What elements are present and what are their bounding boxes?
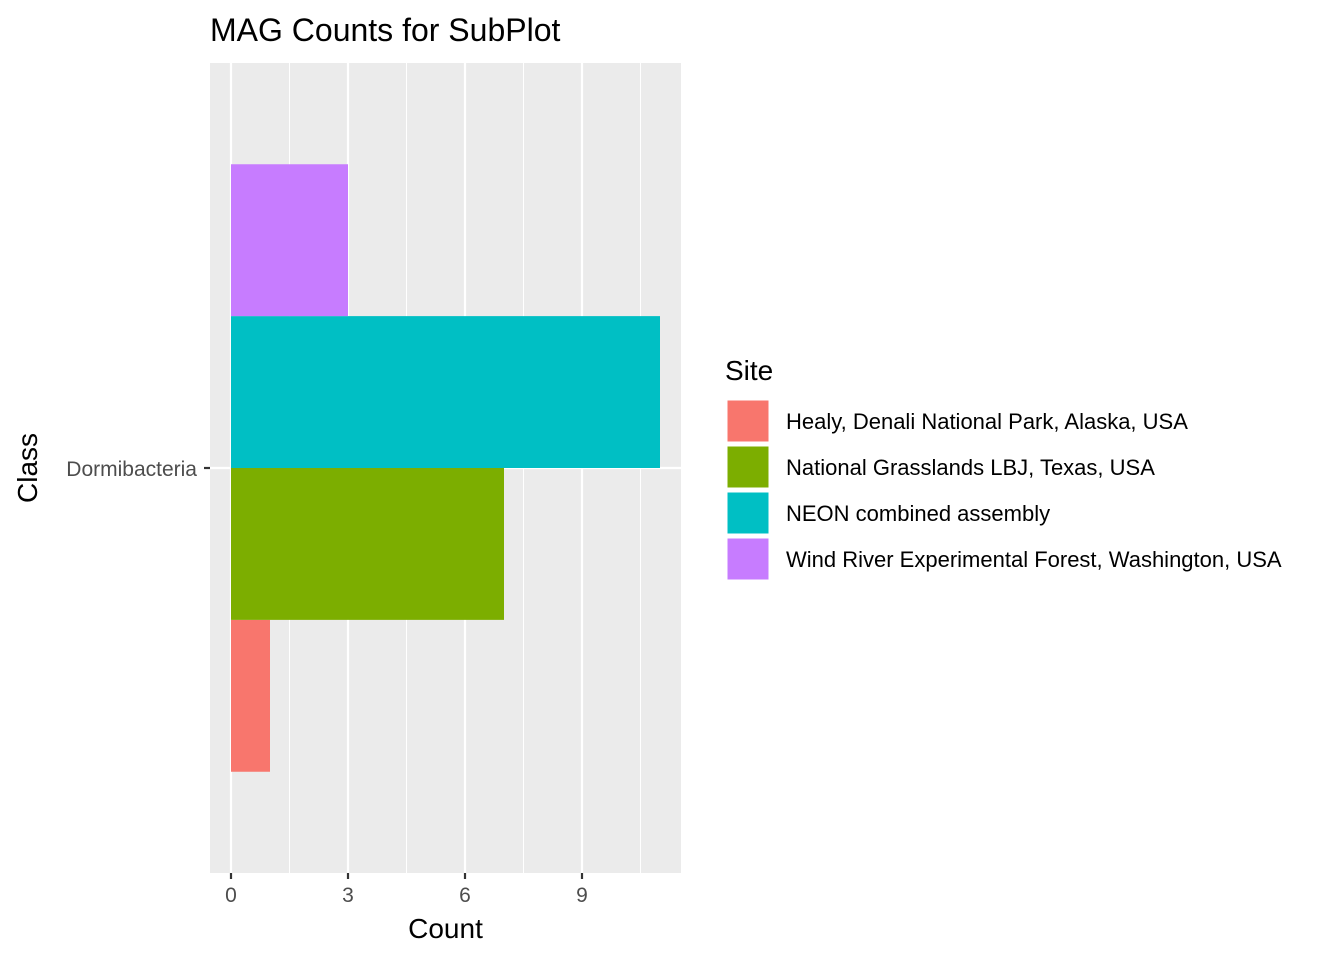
bars <box>231 164 660 772</box>
legend-label: Wind River Experimental Forest, Washingt… <box>786 547 1282 572</box>
chart-title: MAG Counts for SubPlot <box>210 12 560 48</box>
x-tick-label: 3 <box>342 884 354 907</box>
y-tick-label: Dormibacteria <box>66 458 197 481</box>
y-axis-ticks: Dormibacteria <box>66 458 210 481</box>
y-axis-title: Class <box>12 433 43 503</box>
legend-label: National Grasslands LBJ, Texas, USA <box>786 455 1155 480</box>
bar <box>231 164 348 317</box>
legend-swatch <box>727 400 769 442</box>
bar <box>231 316 660 468</box>
legend: Site Healy, Denali National Park, Alaska… <box>725 355 1282 581</box>
legend-swatch <box>727 492 769 534</box>
x-tick-label: 6 <box>459 884 471 907</box>
x-tick-label: 0 <box>225 884 237 907</box>
x-axis-ticks: 0 3 6 9 <box>225 873 588 907</box>
legend-items: Healy, Denali National Park, Alaska, USA… <box>726 399 1282 581</box>
legend-label: Healy, Denali National Park, Alaska, USA <box>786 409 1188 434</box>
x-tick-label: 9 <box>576 884 588 907</box>
legend-swatch <box>727 538 769 580</box>
x-axis-title: Count <box>408 913 483 944</box>
legend-label: NEON combined assembly <box>786 501 1050 526</box>
legend-swatch <box>727 446 769 488</box>
bar <box>231 619 270 772</box>
bar <box>231 468 504 620</box>
legend-title: Site <box>725 355 773 386</box>
